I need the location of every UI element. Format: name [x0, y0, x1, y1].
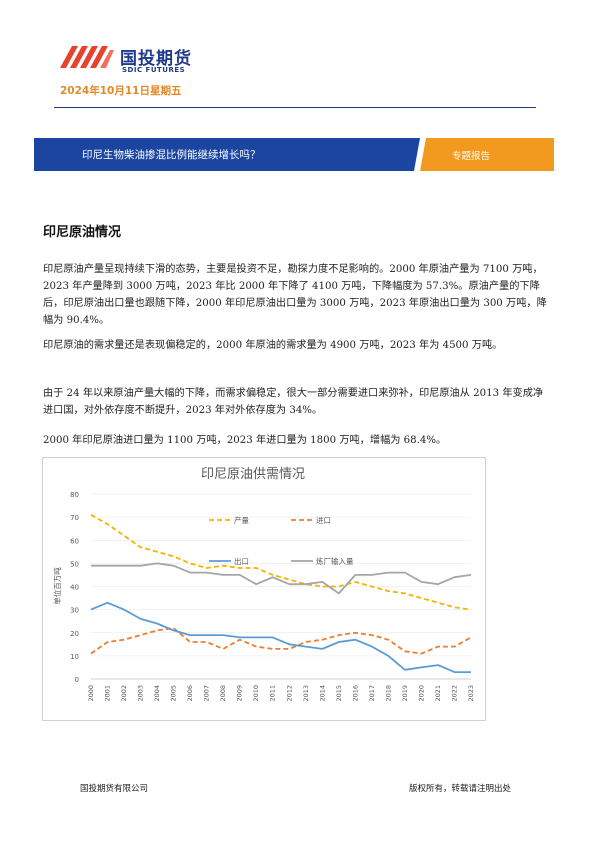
x-tick-label: 2012: [285, 685, 293, 702]
y-axis-label: 单位百万吨: [52, 567, 62, 605]
report-date: 2024年10月11日星期五: [60, 85, 182, 97]
footer-copyright: 版权所有，转载请注明出处: [409, 784, 512, 794]
y-tick-label: 40: [70, 584, 79, 592]
paragraph-demand: 印尼原油的需求量还是表现偏稳定的，2000 年原油的需求量为 4900 万吨，2…: [43, 340, 503, 351]
x-tick-label: 2021: [434, 685, 442, 702]
chart-grid: [91, 493, 471, 680]
x-tick-label: 2019: [401, 685, 409, 702]
x-tick-label: 2022: [450, 685, 458, 702]
paragraph-imports: 2000 年印尼原油进口量为 1100 万吨，2023 年进口量为 1800 万…: [43, 435, 447, 446]
legend-label: 产量: [234, 515, 249, 525]
y-axis-label-group: 单位百万吨: [52, 567, 62, 605]
y-tick-label: 30: [70, 607, 79, 615]
report-type-tag: 专题报告: [452, 151, 491, 162]
series-line-出口: [90, 601, 471, 674]
y-tick-label: 80: [70, 491, 79, 499]
x-tick-label: 2004: [153, 685, 161, 702]
legend-label: 炼厂输入量: [316, 556, 354, 566]
supply-demand-chart: 印尼原油供需情况 单位百万吨 0 10 20 30 40 50 60 70 80 2000 200…: [42, 457, 486, 721]
series-line-产量: [90, 514, 472, 611]
paragraph-production: 印尼原油产量呈现持续下滑的态势，主要是投资不足，勘探力度不足影响的。2000 年…: [43, 264, 547, 326]
legend-label: 出口: [234, 556, 249, 566]
x-tick-label: 2018: [384, 685, 392, 702]
x-tick-label: 2005: [170, 685, 178, 702]
x-tick-label: 2010: [252, 685, 260, 702]
x-tick-label: 2003: [137, 685, 145, 702]
header-divider: [54, 107, 536, 108]
y-tick-label: 20: [70, 630, 79, 638]
y-tick-label: 50: [70, 560, 79, 568]
x-tick-label: 2015: [335, 685, 343, 702]
legend-label: 进口: [316, 516, 331, 525]
y-tick-label: 0: [75, 676, 79, 684]
banner-shape: [34, 138, 554, 171]
report-title: 印尼生物柴油掺混比例能继续增长吗？: [82, 149, 261, 161]
x-tick-label: 2017: [368, 685, 376, 702]
section-heading: 印尼原油情况: [43, 225, 122, 240]
x-tick-label: 2001: [104, 685, 112, 702]
x-tick-label: 2008: [219, 685, 227, 702]
chart-title: 印尼原油供需情况: [201, 467, 305, 482]
sdic-logo-icon: [60, 46, 114, 68]
x-tick-label: 2020: [417, 685, 425, 702]
paragraph-dependency: 由于 24 年以来原油产量大幅的下降，而需求偏稳定，很大一部分需要进口来弥补，印…: [43, 388, 544, 416]
y-tick-label: 10: [70, 653, 79, 661]
x-tick-label: 2002: [120, 685, 128, 702]
series-lines: [90, 514, 472, 674]
x-tick-label: 2009: [236, 685, 244, 702]
company-name-en: SDIC FUTURES: [122, 66, 186, 74]
y-tick-labels: 0 10 20 30 40 50 60 70 80: [70, 491, 79, 684]
x-tick-label: 2011: [269, 685, 277, 702]
x-tick-label: 2006: [186, 685, 194, 702]
series-line-炼厂输入量: [91, 562, 472, 595]
company-name-cn: 国投期货: [120, 49, 192, 69]
x-tick-label: 2023: [467, 685, 475, 702]
report-banner: 印尼生物柴油掺混比例能继续增长吗？ 专题报告: [34, 138, 554, 171]
x-tick-label: 2007: [203, 685, 211, 702]
x-tick-label: 2000: [87, 685, 95, 702]
series-line-进口: [90, 627, 472, 655]
x-tick-label: 2016: [351, 685, 359, 702]
y-tick-label: 60: [70, 537, 79, 545]
x-tick-labels: 2000 2001 2002 2003 2004 2005 2006 2007 2008 2009…: [87, 685, 475, 702]
y-tick-label: 70: [70, 514, 79, 522]
footer-company: 国投期货有限公司: [80, 784, 149, 794]
x-tick-label: 2013: [302, 685, 310, 702]
x-tick-label: 2014: [318, 685, 326, 702]
